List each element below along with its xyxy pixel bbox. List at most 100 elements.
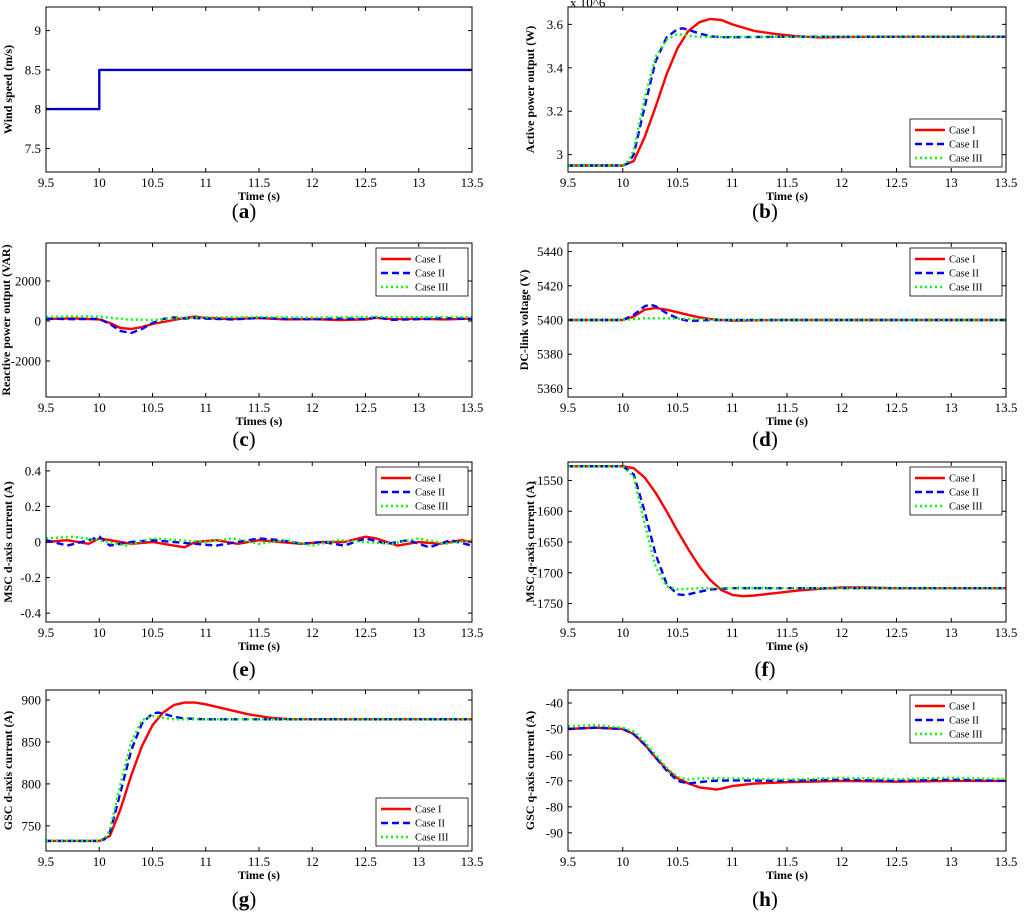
x-tick-label: 12.5 [885, 400, 908, 415]
panel-caption: (b) [752, 199, 778, 223]
x-tick-label: 12.5 [885, 175, 908, 190]
caption-open-paren: ( [752, 887, 759, 911]
x-tick-label: 11.5 [776, 400, 798, 415]
y-tick-label: 3.4 [547, 60, 564, 75]
x-tick-label: 13.5 [995, 625, 1018, 640]
plot-area [46, 7, 472, 172]
x-axis-label: Time (s) [766, 414, 808, 428]
y-tick-label: 0 [35, 535, 42, 550]
x-tick-label: 11.5 [248, 854, 270, 869]
y-tick-label: 9 [35, 23, 42, 38]
y-axis-label: Reactive power output (VAR) [0, 244, 13, 395]
legend-entry: Case I [949, 702, 976, 713]
legend-entry: Case I [949, 474, 976, 485]
x-tick-label: 13 [412, 175, 425, 190]
x-tick-label: 12 [835, 854, 848, 869]
x-tick-label: 10 [616, 854, 629, 869]
y-tick-label: -1700 [533, 565, 563, 580]
x-tick-label: 12.5 [354, 854, 377, 869]
y-tick-label: 5440 [537, 244, 563, 259]
x-tick-label: 12.5 [354, 625, 377, 640]
x-tick-label: 13.5 [995, 175, 1018, 190]
y-tick-label: -2000 [11, 354, 41, 369]
x-tick-label: 10 [93, 625, 106, 640]
x-tick-label: 10.5 [666, 175, 689, 190]
x-tick-label: 10.5 [141, 625, 164, 640]
caption-close-paren: ) [769, 657, 776, 681]
y-axis-label: GSC q-axis current (A) [523, 711, 537, 830]
y-tick-label: 5380 [537, 347, 563, 362]
y-axis-label: DC-link voltage (V) [517, 270, 531, 371]
y-tick-label: -1550 [533, 473, 563, 488]
chart-panel-e: 9.5 10 10.5 11 11.5 12 12.5 13 13.5 -0.4 -0.2 0 0.2 0… [1, 461, 483, 681]
x-tick-label: 9.5 [560, 400, 576, 415]
x-tick-label: 9.5 [560, 854, 576, 869]
panel-caption: (d) [752, 427, 778, 451]
x-tick-label: 12 [835, 175, 848, 190]
caption-close-paren: ) [249, 427, 256, 451]
x-tick-label: 10.5 [141, 854, 164, 869]
y-tick-label: 800 [22, 776, 42, 791]
x-tick-label: 10.5 [666, 625, 689, 640]
caption-open-paren: ( [232, 199, 239, 223]
x-tick-label: 10.5 [141, 175, 164, 190]
legend: Case I Case II Case III [375, 466, 469, 516]
x-tick-label: 10 [93, 400, 106, 415]
caption-close-paren: ) [249, 199, 256, 223]
y-tick-label: 900 [22, 693, 42, 708]
legend-entry: Case II [949, 488, 980, 499]
legend-entry: Case I [949, 126, 976, 137]
x-tick-label: 9.5 [38, 625, 54, 640]
caption-close-paren: ) [771, 887, 778, 911]
x-tick-label: 11 [199, 625, 212, 640]
legend-entry: Case III [415, 833, 449, 844]
caption-close-paren: ) [249, 887, 256, 911]
chart-panel-h: 9.5 10 10.5 11 11.5 12 12.5 13 13.5 -40 -50 -60 -70 -… [523, 689, 1017, 911]
caption-open-paren: ( [755, 657, 762, 681]
x-axis-label: Time (s) [766, 639, 808, 653]
y-tick-label: -70 [546, 773, 563, 788]
y-tick-label: 0 [35, 314, 42, 329]
axis-exponent: x 10^6 [570, 0, 606, 10]
x-tick-label: 12.5 [354, 175, 377, 190]
y-tick-label: 5400 [537, 313, 563, 328]
x-tick-label: 9.5 [38, 175, 54, 190]
caption-close-paren: ) [249, 657, 256, 681]
legend-entry: Case I [415, 255, 442, 266]
x-tick-label: 12.5 [885, 854, 908, 869]
legend: Case I Case II Case III [909, 247, 1003, 297]
panel-caption: (e) [232, 657, 255, 681]
x-tick-label: 13.5 [995, 400, 1018, 415]
caption-letter: e [239, 657, 248, 681]
y-tick-label: 5360 [537, 381, 563, 396]
y-tick-label: -1750 [533, 596, 563, 611]
x-axis-label: Time (s) [238, 868, 280, 882]
caption-letter: b [759, 199, 771, 223]
caption-letter: c [239, 427, 248, 451]
y-tick-label: 7.5 [25, 141, 41, 156]
legend-entry: Case III [949, 154, 983, 165]
legend: Case I Case II Case III [375, 247, 469, 297]
caption-open-paren: ( [232, 657, 239, 681]
x-tick-label: 10 [616, 625, 629, 640]
x-tick-label: 10 [93, 854, 106, 869]
series-line-case-iii [568, 317, 1006, 322]
x-tick-label: 13 [945, 400, 958, 415]
x-tick-label: 11 [726, 175, 739, 190]
caption-open-paren: ( [232, 887, 239, 911]
panel-caption: (c) [232, 427, 255, 451]
caption-letter: h [759, 887, 771, 911]
y-axis-label: Wind speed (m/s) [1, 45, 15, 134]
x-tick-label: 11 [726, 625, 739, 640]
x-tick-label: 13.5 [461, 400, 484, 415]
x-tick-label: 9.5 [38, 854, 54, 869]
panel-caption: (g) [232, 887, 257, 911]
x-tick-label: 11.5 [776, 854, 798, 869]
y-tick-label: -90 [546, 825, 563, 840]
chart-panel-c: 9.5 10 10.5 11 11.5 12 12.5 13 13.5 -2000 0 2000 Tim… [0, 242, 484, 451]
x-tick-label: 13 [412, 400, 425, 415]
legend-entry: Case II [415, 819, 446, 830]
x-tick-label: 11 [199, 854, 212, 869]
legend-entry: Case I [415, 805, 442, 816]
chart-panel-d: 9.5 10 10.5 11 11.5 12 12.5 13 13.5 5360 5380 5400 5… [517, 242, 1018, 451]
